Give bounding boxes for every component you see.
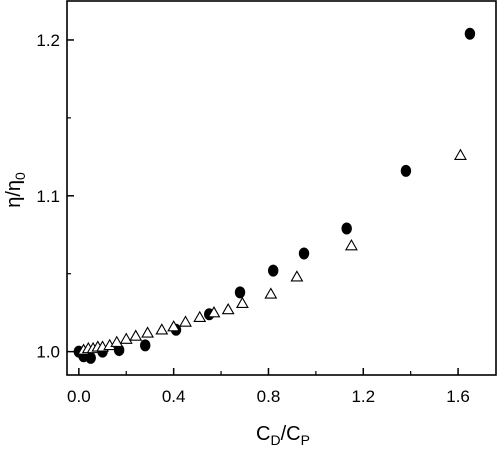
x-tick-label: 0.0 <box>67 387 91 406</box>
data-point-circle <box>464 27 476 40</box>
data-point-triangle <box>110 335 124 347</box>
y-tick-label: 1.2 <box>36 31 60 50</box>
y-tick-label: 1.1 <box>36 187 60 206</box>
data-point-triangle <box>193 310 207 323</box>
plot-frame <box>66 0 497 376</box>
x-tick-label: 0.4 <box>162 387 186 406</box>
data-point-triangle <box>453 148 467 160</box>
data-point-triangle <box>207 306 221 318</box>
data-point-triangle <box>290 270 304 282</box>
data-point-circle <box>113 344 125 357</box>
x-axis-label: CD/CP <box>256 423 310 448</box>
data-point-triangle <box>119 332 133 344</box>
data-point-circle <box>85 351 96 364</box>
data-point-triangle <box>235 296 249 308</box>
data-points <box>73 27 476 364</box>
data-point-circle <box>140 339 151 352</box>
data-point-circle <box>341 222 352 235</box>
data-point-triangle <box>129 329 143 341</box>
data-point-triangle <box>221 302 235 315</box>
data-point-triangle <box>167 320 181 332</box>
data-point-circle <box>400 164 412 177</box>
data-point-triangle <box>344 239 358 251</box>
data-point-triangle <box>141 326 155 338</box>
data-point-circle <box>298 247 310 260</box>
x-axis: 0.0 0.4 0.8 1.2 1.6 <box>67 368 470 406</box>
y-tick-label: 1.0 <box>36 343 60 362</box>
x-tick-label: 1.6 <box>446 387 470 406</box>
data-point-circle <box>268 264 279 277</box>
y-axis-label: η/η0 <box>3 172 28 208</box>
x-tick-label: 1.2 <box>351 387 375 406</box>
data-point-circle <box>234 286 246 299</box>
x-tick-label: 0.8 <box>257 387 281 406</box>
data-point-triangle <box>155 323 169 335</box>
data-point-triangle <box>179 315 192 327</box>
y-axis: 1.0 1.1 1.2 <box>36 31 74 362</box>
data-point-triangle <box>264 287 278 299</box>
